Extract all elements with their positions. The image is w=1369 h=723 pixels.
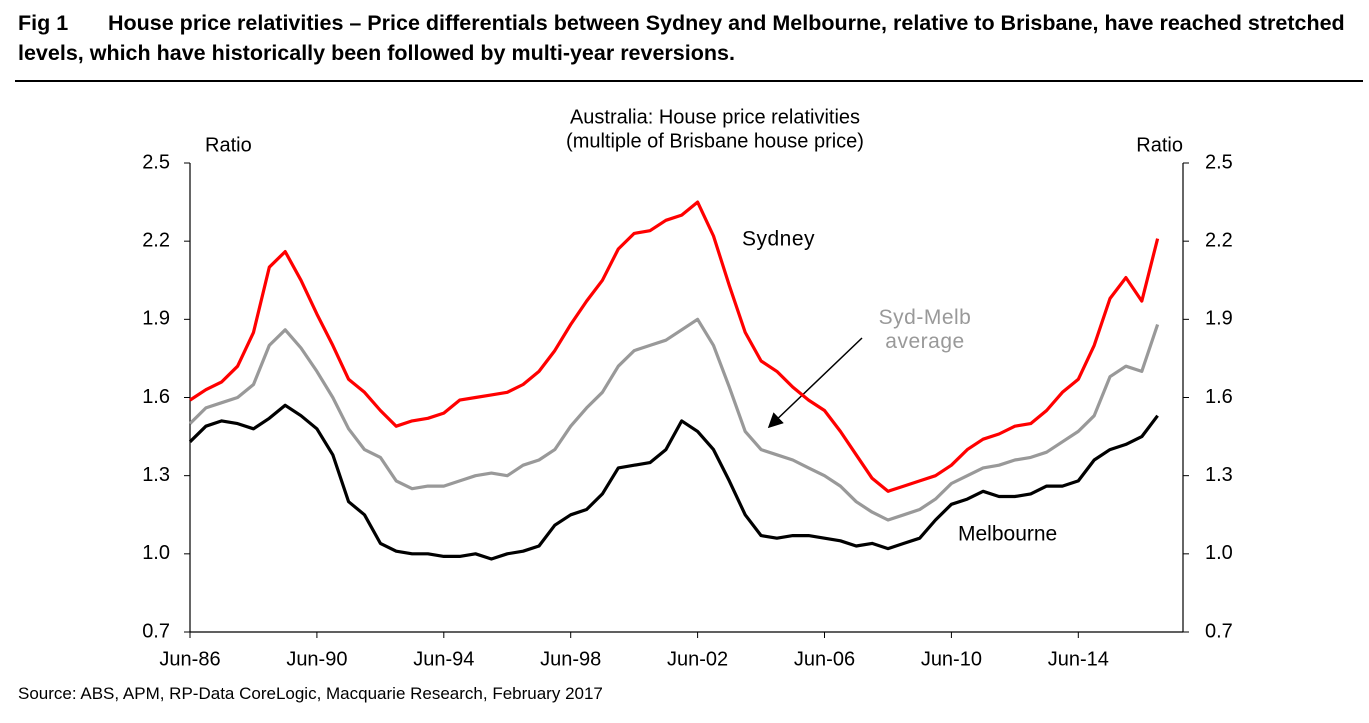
- y-tick-label: 0.7: [142, 620, 170, 642]
- y-tick-label: 1.0: [142, 542, 170, 564]
- chart-subtitle: (multiple of Brisbane house price): [566, 130, 864, 152]
- series-label: Melbourne: [958, 523, 1057, 546]
- x-tick-label: Jun-86: [159, 648, 220, 670]
- y2-tick-label: 2.5: [1205, 151, 1233, 173]
- y2-axis-label: Ratio: [1136, 134, 1183, 156]
- y-tick-label: 2.2: [142, 229, 170, 251]
- header-rule: [15, 80, 1363, 82]
- y2-tick-label: 2.2: [1205, 229, 1233, 251]
- x-tick-label: Jun-98: [540, 648, 601, 670]
- series-line: [189, 200, 1160, 493]
- header: Fig 1 House price relativities – Price di…: [18, 8, 1363, 68]
- x-tick-label: Jun-90: [286, 648, 347, 670]
- y2-tick-label: 1.9: [1205, 308, 1233, 330]
- x-tick-label: Jun-06: [794, 648, 855, 670]
- y-tick-label: 1.9: [142, 308, 170, 330]
- y2-tick-label: 1.6: [1205, 386, 1233, 408]
- x-tick-label: Jun-02: [667, 648, 728, 670]
- source: Source: ABS, APM, RP-Data CoreLogic, Mac…: [18, 684, 603, 703]
- y-tick-label: 1.6: [142, 386, 170, 408]
- chart-title: Australia: House price relativities: [570, 106, 860, 128]
- annotation-arrow: [767, 337, 863, 429]
- figure-title: House price relativities – Price differe…: [18, 11, 1345, 65]
- x-tick-label: Jun-14: [1048, 648, 1109, 670]
- series-label: Syd-Melb average: [878, 306, 972, 353]
- x-tick-label: Jun-10: [921, 648, 982, 670]
- series-line: [188, 403, 1159, 561]
- y-axis-label: Ratio: [205, 134, 252, 156]
- y2-tick-label: 0.7: [1205, 620, 1233, 642]
- series-line: [188, 317, 1160, 522]
- series-label: Sydney: [742, 228, 815, 251]
- figure-label: Fig 1: [18, 11, 69, 35]
- y2-tick-label: 1.0: [1205, 542, 1233, 564]
- y2-tick-label: 1.3: [1205, 464, 1233, 486]
- y-tick-label: 2.5: [142, 151, 170, 173]
- y-tick-label: 1.3: [142, 464, 170, 486]
- x-tick-label: Jun-94: [413, 648, 474, 670]
